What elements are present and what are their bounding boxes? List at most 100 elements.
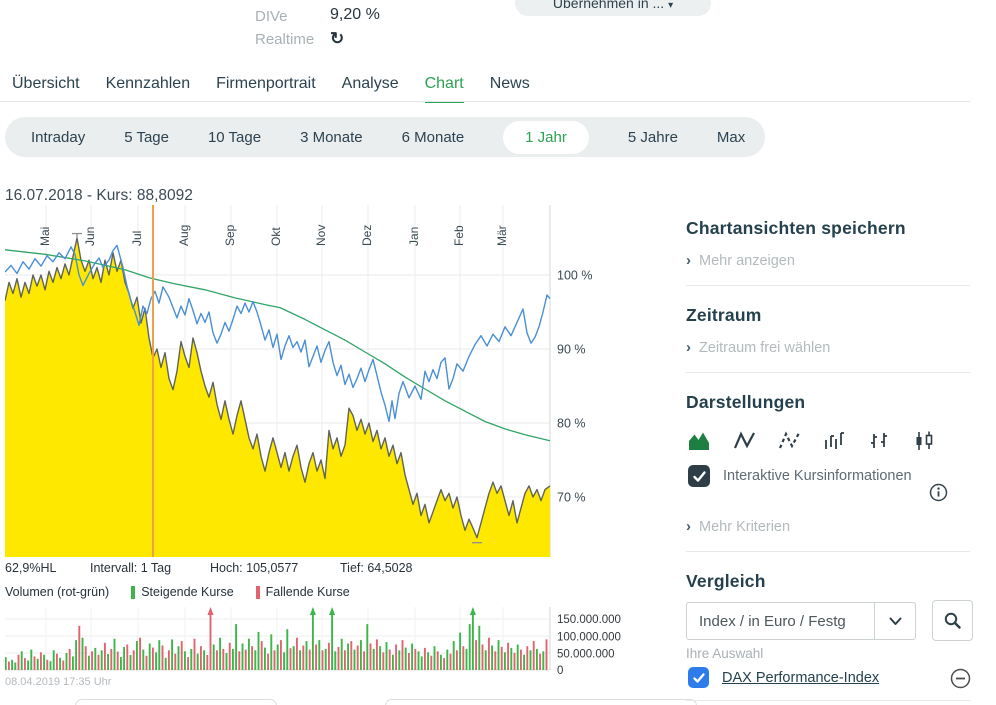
svg-text:Mär: Mär	[495, 225, 509, 246]
down-label: Fallende Kurse	[265, 585, 350, 599]
svg-text:70 %: 70 %	[557, 491, 586, 505]
svg-text:Aug: Aug	[177, 225, 191, 246]
dax-index-link[interactable]: DAX Performance-Index	[722, 669, 880, 686]
svg-text:Mai: Mai	[38, 227, 52, 246]
svg-text:Jun: Jun	[83, 227, 97, 246]
interactive-info-checkbox[interactable]	[688, 465, 710, 487]
hidden-button-stub[interactable]	[75, 699, 277, 705]
svg-text:Jul: Jul	[130, 231, 144, 246]
hidden-button-stub[interactable]	[385, 699, 697, 705]
tab-analyse[interactable]: Analyse	[341, 75, 399, 92]
ihre-auswahl-label: Ihre Auswahl	[686, 646, 764, 661]
range-max[interactable]: Max	[716, 128, 746, 146]
check-icon	[692, 470, 706, 482]
range-5-jahre[interactable]: 5 Jahre	[627, 128, 678, 146]
free-timerange-label: Zeitraum frei wählen	[699, 340, 831, 356]
apply-to-label: Übernehmen in ...	[552, 0, 665, 11]
svg-text:Jan: Jan	[407, 227, 421, 246]
chevron-down-icon: ▾	[668, 0, 674, 11]
range-intraday[interactable]: Intraday	[31, 128, 86, 146]
tab-kennzahlen[interactable]: Kennzahlen	[105, 75, 191, 92]
mountain-chart-icon[interactable]	[688, 431, 711, 451]
svg-text:Feb: Feb	[452, 225, 466, 246]
divider	[686, 551, 970, 552]
svg-text:80 %: 80 %	[557, 417, 586, 431]
volume-title: Volumen (rot-grün)	[5, 585, 110, 599]
more-criteria-link[interactable]: › Mehr Kriterien	[686, 518, 790, 535]
chevron-right-icon: ›	[686, 252, 691, 269]
volume-legend: Volumen (rot-grün) Steigende Kurse Falle…	[5, 585, 350, 599]
tab-uebersicht[interactable]: Übersicht	[12, 75, 80, 92]
chart-info-row: 62,9%HL Intervall: 1 Tag Hoch: 105,0577 …	[5, 561, 413, 575]
section-tabs: Übersicht Kennzahlen Firmenportrait Anal…	[0, 75, 982, 103]
range-6-monate[interactable]: 6 Monate	[401, 128, 465, 146]
show-more-label: Mehr anzeigen	[699, 253, 795, 269]
refresh-icon[interactable]: ↻	[330, 29, 345, 48]
up-label: Steigende Kurse	[141, 585, 234, 599]
svg-text:100 %: 100 %	[557, 269, 592, 283]
divider	[686, 700, 970, 701]
tief-value: Tief: 64,5028	[340, 561, 413, 575]
ohlc-chart-icon[interactable]	[868, 431, 891, 451]
up-color-swatch-icon	[131, 585, 136, 599]
hl-value: 62,9%HL	[5, 561, 57, 575]
chart-timestamp: 08.04.2019 17:35 Uhr	[5, 676, 112, 688]
select-dropdown-zone[interactable]	[874, 603, 915, 639]
comparison-select-value: Index / in Euro / Festg	[699, 612, 846, 630]
chart-readout: 16.07.2018 - Kurs: 88,8092	[5, 187, 193, 204]
down-color-swatch-icon	[255, 585, 260, 599]
svg-text:90 %: 90 %	[557, 343, 586, 357]
hoch-value: Hoch: 105,0577	[210, 561, 299, 575]
dashed-line-chart-icon[interactable]	[778, 431, 801, 451]
range-5-tage[interactable]: 5 Tage	[124, 128, 169, 146]
range-1-jahr[interactable]: 1 Jahr	[503, 120, 589, 154]
svg-text:Dez: Dez	[360, 225, 374, 246]
timerange-bar: Intraday 5 Tage 10 Tage 3 Monate 6 Monat…	[5, 117, 765, 157]
tab-news[interactable]: News	[489, 75, 530, 92]
comparison-select[interactable]: Index / in Euro / Festg	[686, 602, 916, 640]
apply-to-button[interactable]: Übernehmen in ... ▾	[515, 0, 711, 16]
save-views-title: Chartansichten speichern	[686, 218, 906, 238]
range-3-monate[interactable]: 3 Monate	[300, 128, 363, 146]
tab-chart[interactable]: Chart	[424, 75, 464, 103]
line-chart-icon[interactable]	[733, 431, 756, 451]
dax-selection-row: DAX Performance-Index	[688, 667, 879, 688]
svg-text:Sep: Sep	[223, 224, 237, 246]
realtime-label: Realtime	[255, 31, 315, 48]
svg-text:Nov: Nov	[314, 225, 328, 246]
more-criteria-label: Mehr Kriterien	[699, 519, 791, 535]
remove-comparison-icon[interactable]	[950, 668, 971, 689]
svg-text:100.000.000: 100.000.000	[557, 632, 621, 644]
tabs-divider	[0, 101, 970, 102]
bar-chart-icon[interactable]	[823, 431, 846, 451]
comparison-search-button[interactable]	[932, 600, 973, 641]
dive-value: 9,20 %	[330, 6, 380, 23]
svg-text:0: 0	[557, 665, 563, 677]
divider	[686, 372, 970, 373]
interval-value: Intervall: 1 Tag	[90, 561, 172, 575]
free-timerange-link[interactable]: › Zeitraum frei wählen	[686, 339, 830, 356]
chevron-right-icon: ›	[686, 518, 691, 535]
show-more-link[interactable]: › Mehr anzeigen	[686, 252, 795, 269]
zeitraum-title: Zeitraum	[686, 305, 762, 325]
search-icon	[944, 612, 961, 629]
dax-checkbox[interactable]	[688, 667, 709, 688]
volume-chart: 150.000.000 100.000.000 50.000.000 0	[5, 607, 621, 677]
tab-firmenportrait[interactable]: Firmenportrait	[216, 75, 316, 92]
dive-label: DIVe	[255, 8, 288, 25]
candlestick-chart-icon[interactable]	[913, 431, 936, 451]
info-icon[interactable]	[929, 483, 948, 502]
vergleich-title: Vergleich	[686, 571, 766, 591]
interactive-info-row: Interaktive Kursinformationen	[688, 465, 912, 487]
chevron-down-icon	[889, 617, 901, 625]
svg-text:Okt: Okt	[269, 227, 283, 246]
chevron-right-icon: ›	[686, 339, 691, 356]
svg-text:150.000.000: 150.000.000	[557, 614, 621, 626]
price-chart[interactable]: 100 % 90 % 80 % 70 % Mai Jun Jul Aug Sep Okt Nov De…	[5, 205, 645, 557]
chart-type-icons	[688, 431, 936, 451]
darstellungen-title: Darstellungen	[686, 392, 806, 412]
check-icon	[692, 672, 705, 683]
range-10-tage[interactable]: 10 Tage	[207, 128, 262, 146]
svg-text:50.000.000: 50.000.000	[557, 649, 615, 661]
